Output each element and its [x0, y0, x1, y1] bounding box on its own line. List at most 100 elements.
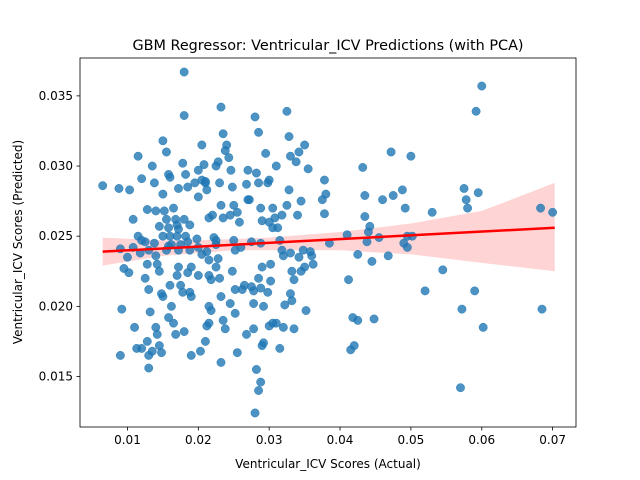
- data-point: [186, 350, 196, 360]
- data-point: [261, 148, 271, 158]
- data-point: [360, 191, 370, 200]
- data-point: [211, 262, 221, 272]
- data-point: [193, 165, 203, 175]
- data-point: [249, 299, 259, 308]
- data-point: [266, 259, 276, 269]
- data-point: [284, 132, 294, 142]
- data-point: [244, 195, 254, 205]
- data-point: [158, 189, 168, 199]
- data-point: [204, 255, 214, 265]
- chart-title: GBM Regressor: Ventricular_ICV Predictio…: [132, 38, 523, 54]
- data-point: [232, 207, 242, 217]
- data-point: [144, 285, 154, 294]
- data-point: [257, 262, 267, 272]
- data-point: [459, 184, 469, 193]
- data-point: [197, 140, 207, 150]
- data-point: [183, 268, 193, 278]
- data-point: [171, 329, 181, 339]
- data-point: [230, 308, 240, 318]
- data-point: [278, 322, 288, 332]
- data-point: [478, 322, 488, 332]
- data-point: [200, 336, 210, 346]
- data-point: [159, 206, 169, 216]
- regression-line: [102, 226, 555, 253]
- data-point: [174, 184, 183, 193]
- data-point: [147, 346, 157, 356]
- data-point: [142, 205, 152, 214]
- data-point: [263, 287, 273, 297]
- data-point: [300, 262, 310, 272]
- data-point: [320, 175, 329, 185]
- data-point: [461, 195, 471, 205]
- data-point: [98, 181, 108, 191]
- data-point: [149, 238, 159, 248]
- data-point: [222, 140, 232, 150]
- x-tick-label: 0.04: [327, 433, 354, 447]
- data-point: [142, 336, 152, 346]
- data-point: [158, 136, 168, 146]
- data-point: [307, 251, 317, 261]
- data-point: [215, 273, 225, 283]
- data-point: [174, 262, 183, 272]
- data-point: [536, 203, 546, 213]
- data-point: [287, 296, 297, 306]
- data-point: [259, 338, 268, 348]
- x-tick-label: 0.06: [468, 433, 495, 447]
- data-point: [165, 280, 175, 290]
- data-point: [179, 327, 189, 337]
- data-point: [243, 165, 253, 175]
- data-point: [115, 350, 125, 360]
- data-point: [204, 318, 214, 328]
- data-point: [280, 300, 290, 310]
- x-axis-label: Ventricular_ICV Scores (Actual): [235, 457, 421, 471]
- y-tick-label: 0.025: [39, 229, 73, 243]
- data-point: [142, 259, 152, 269]
- data-point: [218, 315, 228, 325]
- y-tick-label: 0.030: [39, 159, 73, 173]
- data-point: [438, 265, 448, 275]
- data-point: [225, 299, 235, 308]
- data-point: [154, 221, 164, 231]
- data-point: [117, 304, 127, 314]
- data-point: [294, 147, 304, 157]
- y-tick-label: 0.020: [39, 299, 73, 313]
- data-point: [147, 161, 157, 171]
- data-point: [256, 377, 266, 387]
- data-point: [259, 301, 268, 311]
- x-tick-label: 0.02: [185, 433, 212, 447]
- data-point: [275, 343, 285, 353]
- data-point: [378, 195, 388, 205]
- data-point: [216, 358, 226, 367]
- data-point: [473, 188, 483, 198]
- data-point: [211, 235, 221, 245]
- data-point: [250, 112, 260, 122]
- data-point: [251, 365, 261, 374]
- data-point: [226, 165, 236, 175]
- x-tick-label: 0.07: [539, 433, 566, 447]
- data-point: [193, 192, 203, 202]
- data-point: [216, 292, 226, 301]
- data-point: [471, 106, 481, 116]
- data-point: [293, 210, 302, 220]
- data-point: [164, 223, 174, 233]
- data-point: [218, 129, 228, 139]
- axes: 0.01 0.02 0.03 0.04 0.05 0.06 0.07 0.015 0.020 0.…: [39, 57, 577, 447]
- data-point: [140, 273, 150, 283]
- data-point: [137, 343, 147, 353]
- data-point: [289, 275, 299, 285]
- data-point: [172, 231, 182, 241]
- data-point: [254, 273, 264, 283]
- y-axis-label: Ventricular_ICV Scores (Predicted): [11, 140, 25, 344]
- data-point: [206, 306, 216, 315]
- data-point: [271, 161, 281, 171]
- data-point: [229, 200, 239, 210]
- y-tick-label: 0.035: [39, 89, 73, 103]
- data-point: [457, 304, 467, 314]
- data-point: [178, 158, 188, 168]
- data-point: [349, 341, 359, 351]
- data-point: [353, 315, 363, 325]
- data-point: [353, 249, 363, 259]
- data-point: [140, 237, 150, 247]
- data-point: [344, 275, 353, 285]
- data-point: [296, 196, 306, 206]
